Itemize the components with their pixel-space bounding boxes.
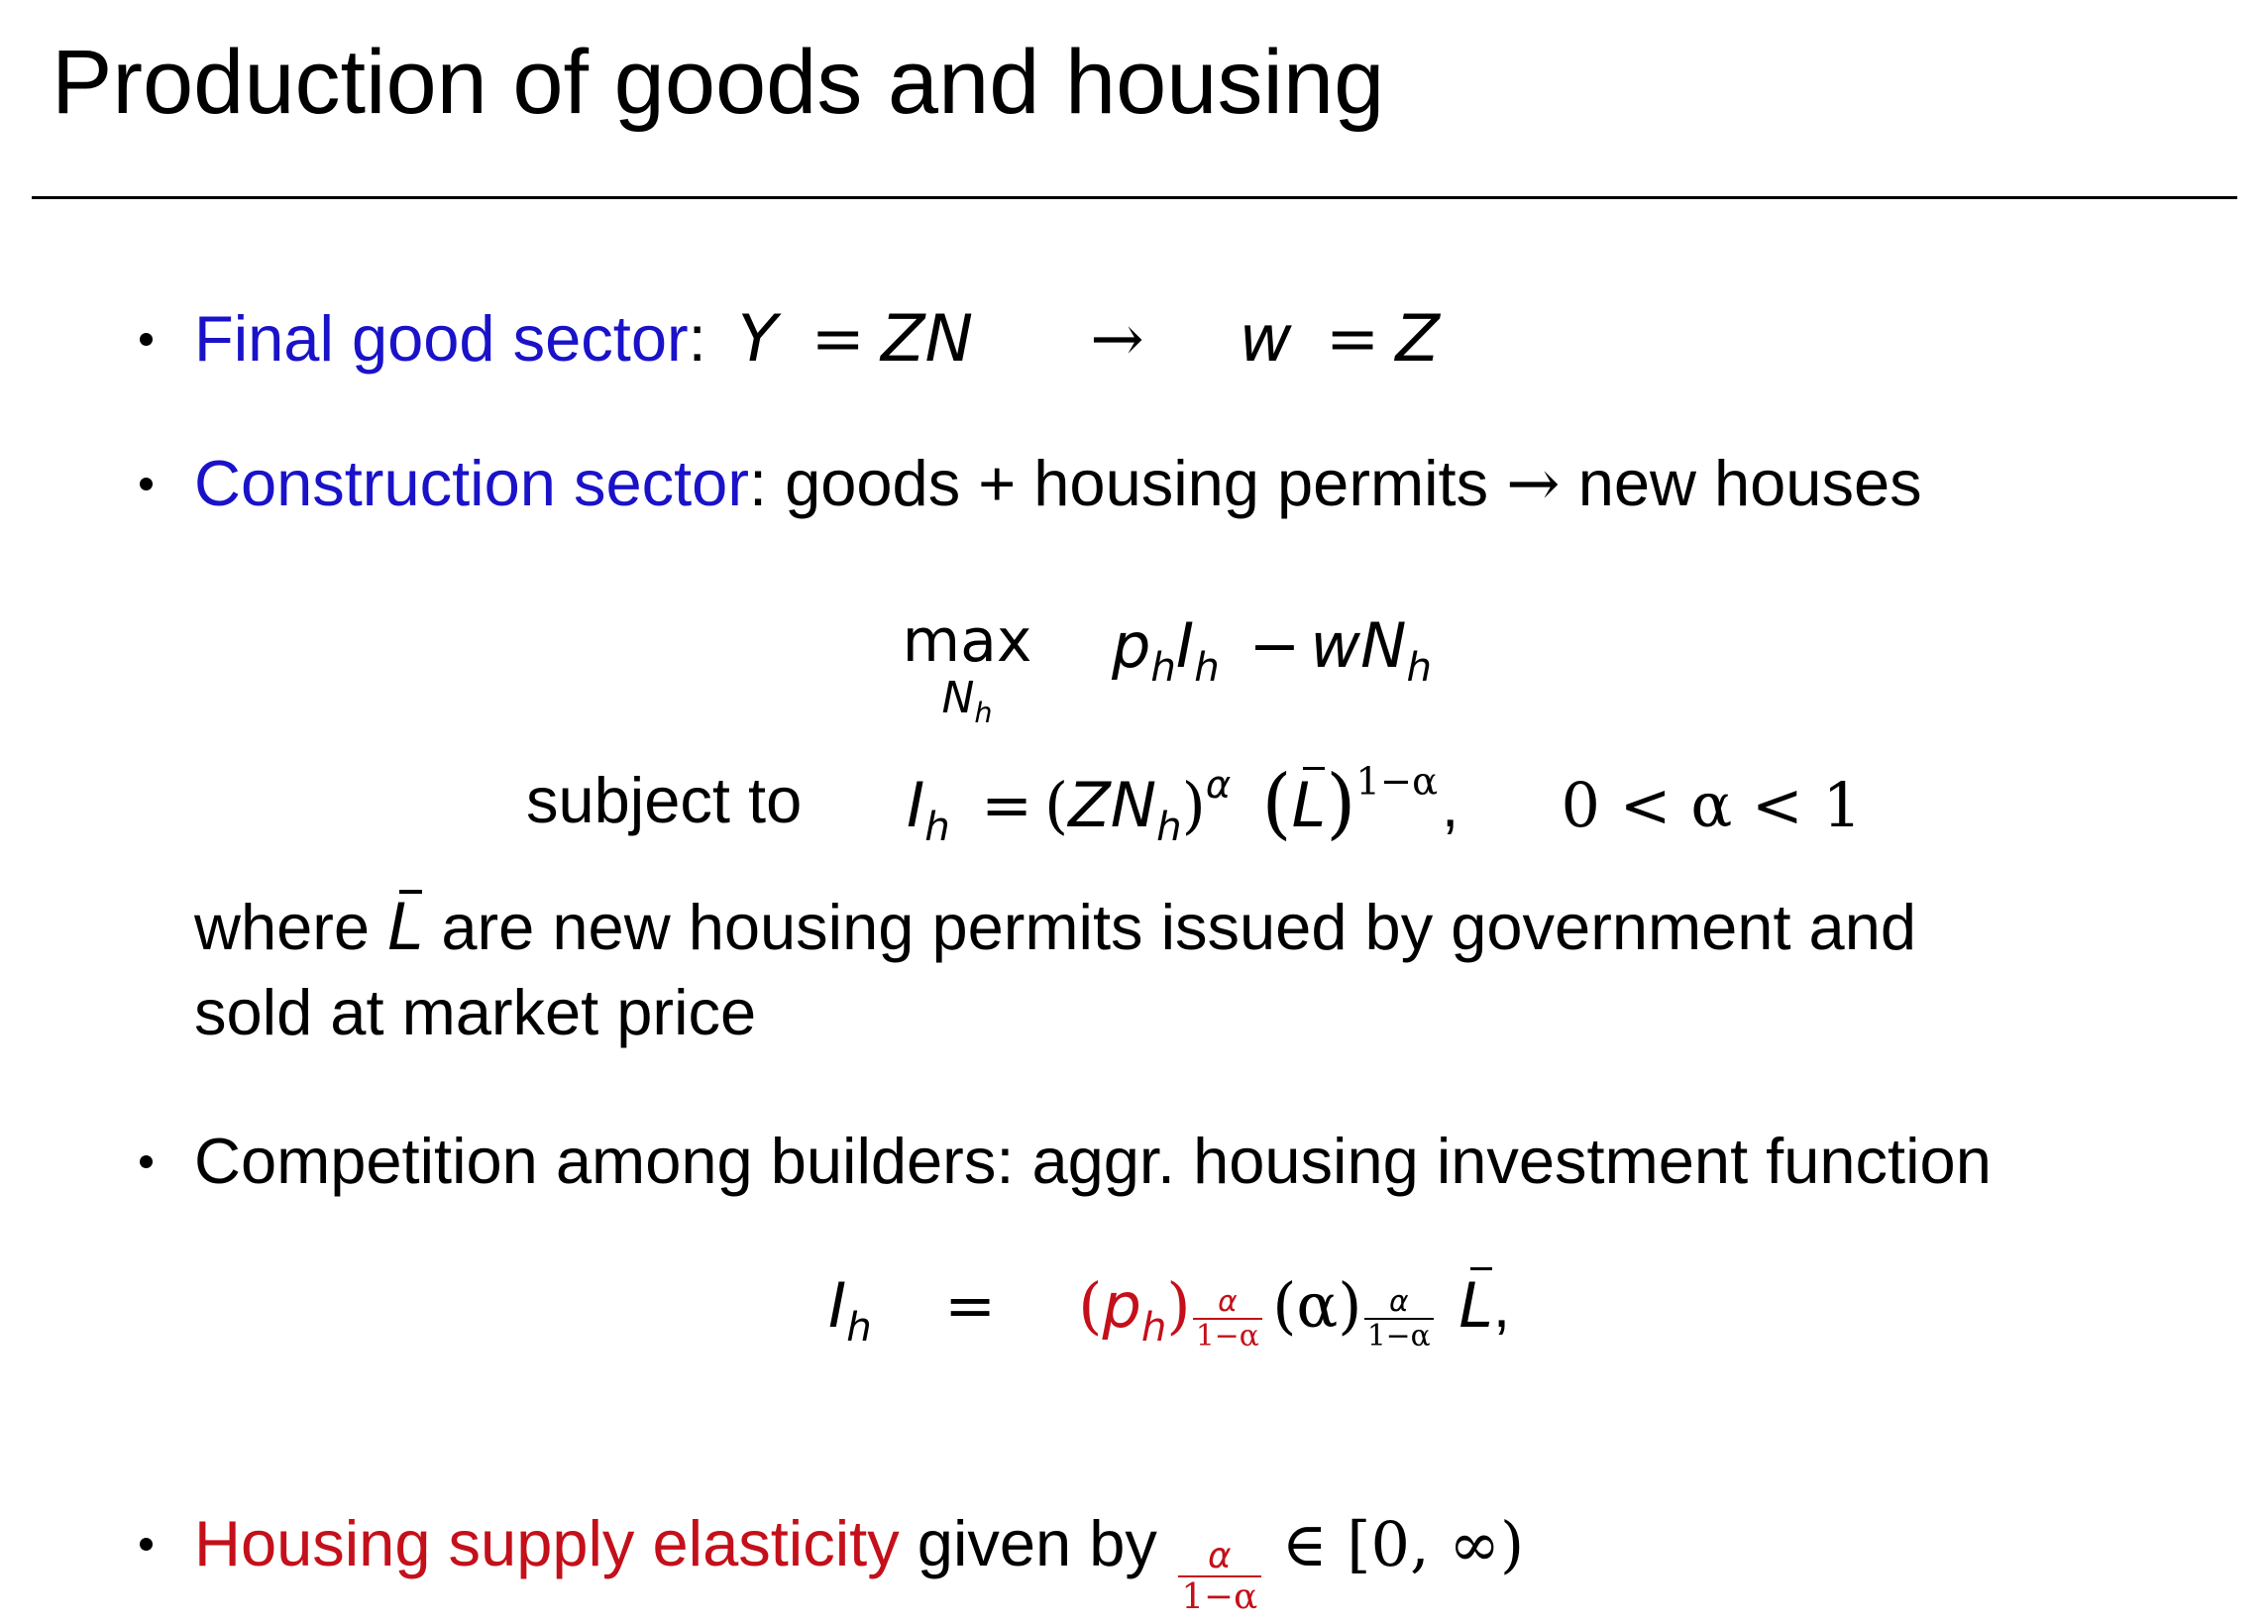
bullet-dot [140,333,153,346]
implies-arrow-icon: → [1090,302,1144,377]
elasticity-fraction: α 1−α [1177,1539,1261,1615]
investment-equation: Ih = (ph) α 1−α (α) α 1−α L, [828,1266,1510,1351]
bullet-construction: Construction sector: goods + housing per… [194,444,1922,524]
where-line-1: where L are new housing permits issued b… [194,888,1916,968]
construction-label: Construction sector [194,447,749,519]
final-good-equation: Y = ZN → w = Z [738,302,1440,377]
bullet-dot [140,478,153,490]
subject-to-label: subject to [526,764,803,836]
final-good-label: Final good sector [194,302,689,375]
bullet-elasticity: Housing supply elasticity given by α 1−α … [194,1507,1525,1618]
final-good-sep: : [688,302,706,375]
slide-title: Production of goods and housing [52,32,1385,133]
arrow-icon: → [1506,447,1561,521]
objective-function: phIh − wNh [1112,609,1433,692]
bullet-dot [140,1155,153,1168]
price-term: (ph) α 1−α [1078,1269,1264,1351]
title-rule [32,196,2237,199]
max-operator: max Nh [902,606,1032,729]
bullet-competition: Competition among builders: aggr. housin… [194,1125,1992,1197]
bullet-final-good: Final good sector: Y = ZN → w = Z [194,299,1440,379]
bullet-dot [140,1538,153,1551]
elasticity-label: Housing supply elasticity [194,1507,900,1579]
constraint-equation: Ih = (ZNh)α (L)1−α, 0 < α < 1 [907,759,1863,851]
where-line-2: sold at market price [194,976,757,1048]
